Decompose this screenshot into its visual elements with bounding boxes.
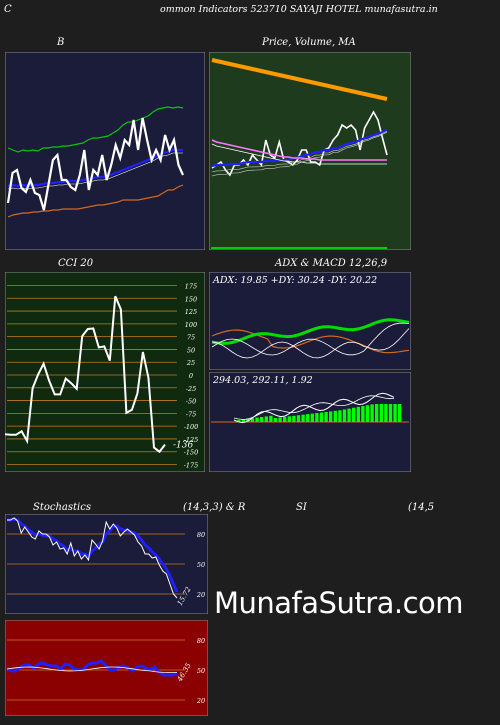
ma-line-c — [211, 143, 387, 165]
macd-histogram-bar — [287, 416, 291, 422]
macd-histogram-bar — [296, 415, 301, 422]
adx-title: ADX & MACD 12,26,9 — [275, 258, 388, 269]
bollinger-series-2 — [7, 184, 184, 218]
macd-histogram-bar — [315, 413, 319, 422]
stoch-title: Stochastics — [33, 502, 91, 513]
cci-tick-label: -75 — [186, 410, 196, 418]
macd-histogram-bar — [333, 410, 337, 422]
macd-histogram-bar — [379, 404, 383, 422]
macd-histogram-bar — [278, 417, 282, 422]
macd-histogram-bar — [292, 415, 296, 422]
macd-histogram-bar — [310, 413, 314, 422]
stoch-tick-label: 80 — [197, 531, 205, 539]
bollinger-series-3 — [6, 117, 185, 211]
dy-line-2 — [211, 328, 410, 359]
price-series-0 — [211, 58, 388, 101]
cci-title: CCI 20 — [58, 258, 94, 269]
macd-histogram-bar — [365, 405, 370, 422]
macd-histogram-bar — [283, 416, 287, 422]
stoch-tick-label: 20 — [196, 591, 205, 599]
rsi-tick-label: 80 — [197, 637, 205, 645]
cci-tick-label: 25 — [186, 359, 195, 367]
macd-histogram-bar — [241, 419, 245, 422]
macd-histogram-bar — [324, 411, 328, 422]
page-title: ommon Indicators 523710 SAYAJI HOTEL mun… — [160, 4, 438, 15]
cci-tick-label: -100 — [184, 423, 199, 431]
macd-chart — [209, 372, 411, 472]
stoch-k-line — [7, 517, 178, 599]
macd-histogram-bar — [338, 410, 342, 422]
macd-histogram-bar — [250, 418, 255, 422]
cci-tick-label: 75 — [187, 334, 195, 342]
bollinger-title: B — [57, 37, 65, 48]
macd-histogram-bar — [306, 414, 310, 422]
macd-histogram-bar — [393, 404, 397, 422]
minus-dy-line — [211, 322, 410, 356]
cci-tick-label: 175 — [185, 283, 197, 291]
macd-histogram-bar — [301, 414, 305, 422]
rsi-title: SI — [296, 502, 307, 513]
macd-histogram-bar — [273, 418, 278, 422]
macd-values: 294.03, 292.11, 1.92 — [213, 375, 313, 386]
macd-histogram-bar — [319, 412, 324, 422]
cci-tick-label: 0 — [189, 372, 193, 380]
macd-histogram-bar — [255, 417, 259, 422]
plus-dy-line — [211, 318, 410, 345]
cci-tick-label: 50 — [187, 346, 195, 354]
price-ma-chart — [209, 52, 411, 250]
adx-chart — [209, 272, 411, 370]
macd-histogram-bar — [260, 417, 264, 422]
rsi-tick-label: 20 — [196, 697, 205, 705]
macd-histogram-bar — [398, 404, 402, 422]
cci-tick-label: 125 — [185, 308, 197, 316]
cci-tick-label: -50 — [186, 398, 196, 406]
macd-histogram-bar — [237, 420, 241, 422]
macd-histogram-bar — [347, 408, 351, 422]
rsi-line — [6, 659, 178, 677]
price-series-2 — [211, 128, 388, 168]
cci-tick-label: -125 — [184, 436, 199, 444]
macd-histogram-bar — [264, 416, 268, 422]
macd-histogram-bar — [361, 406, 365, 422]
cci-chart: 175 150 125 100 75 50 25 0 -25 -50 -75 -100 -125 -150… — [5, 272, 205, 472]
macd-histogram-bar — [329, 411, 333, 422]
cci-tick-label: 100 — [185, 321, 197, 329]
rsi-params: (14,5 — [408, 502, 435, 513]
ma-line-b — [211, 131, 388, 177]
cci-line — [5, 295, 166, 454]
watermark: MunafaSutra.com — [214, 586, 464, 620]
price-series-3 — [211, 139, 387, 161]
ma-line-a — [211, 131, 388, 173]
rsi-average-line — [6, 666, 178, 673]
stoch-d-line — [7, 517, 179, 593]
macd-histogram-bar — [384, 404, 388, 422]
bollinger-chart — [5, 52, 205, 250]
macd-line — [233, 392, 395, 424]
signal-line — [233, 395, 395, 420]
macd-histogram-bar — [356, 406, 360, 422]
stoch-params: (14,3,3) & R — [183, 502, 246, 513]
macd-histogram-bar — [342, 409, 347, 422]
macd-histogram-bar — [352, 407, 356, 422]
rsi-tick-label: 50 — [197, 667, 205, 675]
macd-histogram-bar — [388, 404, 393, 422]
adx-values: ADX: 19.85 +DY: 30.24 -DY: 20.22 — [213, 275, 378, 286]
macd-histogram-bar — [370, 404, 374, 422]
bollinger-series-0 — [7, 106, 184, 153]
macd-histogram-bar — [269, 415, 273, 422]
macd-histogram-bar — [375, 404, 379, 422]
cci-tick-label: 150 — [185, 295, 197, 303]
stoch-tick-label: 50 — [197, 561, 205, 569]
cci-tick-label: -25 — [186, 385, 196, 393]
header-letter: C — [4, 4, 12, 15]
cci-tick-label: -150 — [184, 449, 199, 457]
price-ma-title: Price, Volume, MA — [262, 37, 356, 48]
cci-tick-label: -175 — [184, 462, 199, 470]
adx-line — [211, 329, 410, 354]
bollinger-band-edge — [7, 152, 183, 190]
cci-last-value: -136 — [173, 441, 193, 451]
